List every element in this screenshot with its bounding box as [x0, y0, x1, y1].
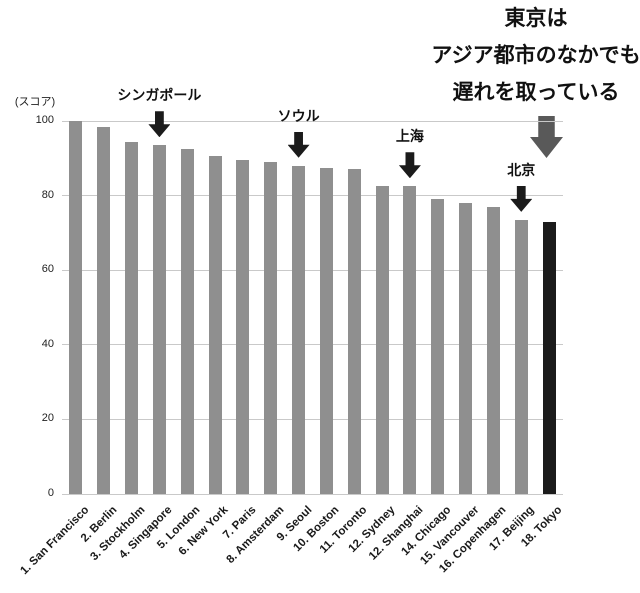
annotation-label: 上海 [395, 128, 424, 145]
y-tick-label-80: 80 [41, 188, 54, 201]
bar--san-francisco [69, 121, 83, 494]
bar--seoul [292, 165, 306, 494]
y-tick-label-40: 40 [41, 337, 54, 350]
y-tick-label-20: 20 [41, 412, 54, 425]
bar--paris [236, 160, 250, 494]
y-tick-label-60: 60 [41, 263, 54, 276]
bar--amsterdam [264, 162, 278, 494]
headline-line-1: 東京は [504, 7, 568, 30]
bar--london [180, 148, 194, 494]
gridline-y60 [62, 269, 563, 271]
gridline-y20 [62, 418, 563, 420]
bar--copenhagen [486, 206, 500, 494]
annotation-label: シンガポール [117, 87, 202, 104]
gridline-y80 [62, 195, 563, 197]
headline-annotation: 東京は アジア都市のなかでも 遅れを取っている [420, 0, 640, 111]
annotation-down-arrow-icon [510, 185, 533, 212]
y-tick-label-100: 100 [35, 114, 54, 126]
bar--shanghai [403, 186, 417, 494]
bar--sydney [375, 186, 389, 494]
annotation-down-arrow-icon [398, 152, 421, 179]
bar--singapore [152, 145, 166, 494]
bar--boston [319, 167, 333, 494]
big-down-arrow-icon [530, 116, 563, 158]
gridline-y100 [62, 120, 563, 122]
y-axis-title: (スコア) [14, 96, 56, 108]
bar--new-york [208, 156, 222, 494]
bar--chicago [431, 199, 445, 494]
bar--tokyo [542, 221, 556, 494]
bar--beijing [514, 219, 528, 494]
annotation-down-arrow-icon [148, 111, 171, 138]
bar--berlin [97, 126, 111, 494]
gridline-y0 [62, 493, 563, 495]
bar--toronto [347, 169, 361, 494]
bar--stockholm [125, 141, 139, 494]
annotation-down-arrow-icon [287, 131, 310, 158]
bar--vancouver [459, 203, 473, 494]
annotation-label: ソウル [277, 107, 320, 124]
y-tick-label-0: 0 [47, 487, 54, 499]
annotation-label: 北京 [507, 161, 536, 178]
headline-line-3: 遅れを取っている [452, 81, 620, 104]
gridline-y40 [62, 344, 563, 346]
headline-line-2: アジア都市のなかでも [431, 44, 640, 67]
